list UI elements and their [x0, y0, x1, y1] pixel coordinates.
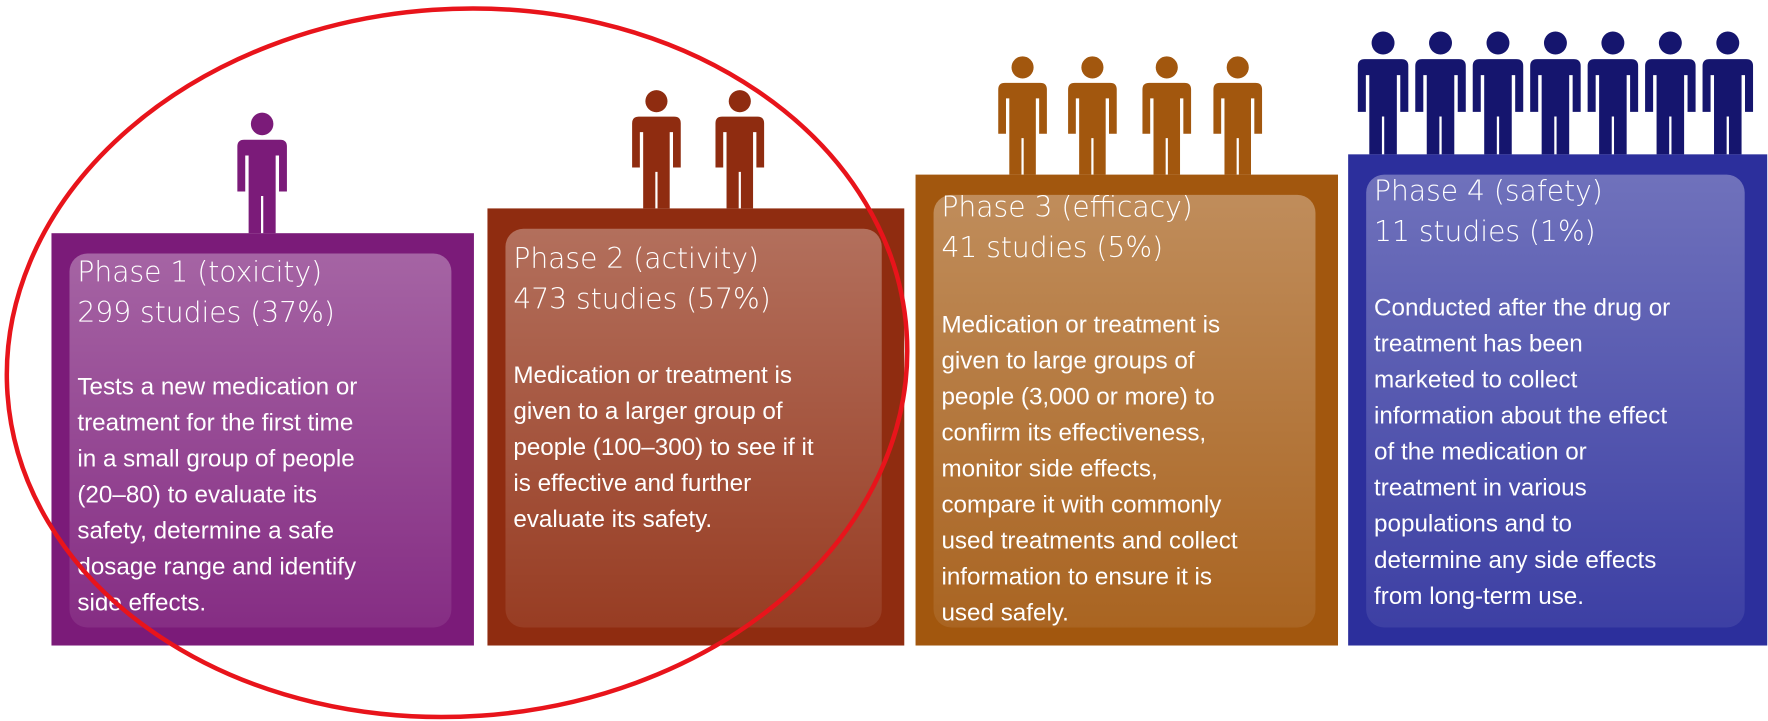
phase-description: of the medication or — [1374, 439, 1587, 466]
card-panel — [69, 253, 452, 628]
card-panel — [1366, 174, 1745, 628]
person-head — [1226, 56, 1249, 79]
phase-description: treatment for the first time — [77, 409, 353, 436]
phase-description: marketed to collect — [1374, 367, 1578, 394]
phase-title: Phase 2 (activity) — [513, 242, 759, 275]
person-head — [250, 112, 274, 136]
person-body — [1645, 59, 1696, 155]
person-body — [1702, 59, 1754, 155]
phase-description: in a small group of people — [77, 445, 354, 472]
phase-card: Phase 1 (toxicity) 299 studies (37%) Tests… — [51, 112, 474, 646]
phase-studies: 11 studies (1%) — [1374, 215, 1596, 248]
phase-description: treatment in various — [1374, 475, 1587, 502]
phase-description: evaluate its safety. — [513, 506, 712, 533]
phase-description: side effects. — [77, 590, 206, 617]
person-head — [728, 90, 751, 113]
phase-title: Phase 1 (toxicity) — [77, 256, 322, 289]
phase-description: populations and to — [1374, 511, 1572, 538]
person-body — [1142, 82, 1192, 175]
person-head — [645, 90, 668, 113]
phase-card: Phase 2 (activity) 473 studies (57%) Medic… — [487, 90, 905, 646]
phase-studies: 299 studies (37%) — [77, 296, 334, 329]
person-body — [1213, 82, 1263, 175]
person-body — [1415, 59, 1466, 155]
person-head — [1543, 31, 1567, 55]
phase-description: people (3,000 or more) to — [941, 383, 1214, 410]
person-head — [1658, 31, 1682, 55]
person-body — [1068, 82, 1117, 175]
phase-title: Phase 4 (safety) — [1374, 175, 1603, 208]
phase-description: Medication or treatment is — [941, 311, 1220, 338]
phase-description: Conducted after the drug or — [1374, 294, 1670, 321]
highlight-ellipse — [4, 6, 910, 720]
phase-description: given to large groups of — [941, 347, 1194, 374]
phase-description: confirm its effectiveness, — [941, 419, 1206, 446]
person-head — [1011, 56, 1034, 79]
person-body — [1472, 59, 1524, 155]
phase-description: from long-term use. — [1374, 583, 1584, 610]
phase-description: Medication or treatment is — [513, 362, 792, 389]
phase-description: safety, determine a safe — [77, 517, 334, 544]
phase-description: dosage range and identify — [77, 554, 357, 581]
phase-description: treatment has been — [1374, 330, 1583, 357]
person-body — [237, 139, 287, 234]
person-head — [1486, 31, 1510, 55]
phase-studies: 473 studies (57%) — [513, 283, 770, 316]
person-head — [1716, 31, 1740, 55]
phases: Phase 1 (toxicity) 299 studies (37%) Tests… — [51, 31, 1768, 646]
person-body — [1530, 59, 1581, 155]
phase-description: determine any side effects — [1374, 547, 1656, 574]
person-head — [1371, 31, 1395, 55]
phase-description: information about the effect — [1374, 403, 1667, 430]
phase-card: Phase 3 (efficacy) 41 studies (5%) Medicat… — [915, 56, 1339, 646]
phase-description: (20–80) to evaluate its — [77, 481, 317, 508]
phase-card: Phase 4 (safety) 11 studies (1%) Conducted… — [1348, 31, 1768, 646]
person-body — [1357, 59, 1409, 155]
phase-description: Tests a new medication or — [77, 373, 357, 400]
phase-description: information to ensure it is — [941, 564, 1212, 591]
phase-description: compare it with commonly — [941, 492, 1222, 519]
phase-description: monitor side effects, — [941, 456, 1157, 483]
card-panel — [505, 228, 882, 628]
person-head — [1081, 56, 1104, 79]
phase-studies: 41 studies (5%) — [941, 231, 1163, 264]
phase-description: used safely. — [941, 600, 1068, 627]
person-head — [1601, 31, 1625, 55]
phase-description: people (100–300) to see if it — [513, 434, 814, 461]
person-head — [1429, 31, 1452, 55]
phase-description: used treatments and collect — [941, 528, 1237, 555]
phase-description: given to a larger group of — [513, 398, 783, 425]
person-body — [1587, 59, 1639, 155]
card-panel — [933, 194, 1316, 628]
person-body — [632, 116, 681, 209]
phase-title: Phase 3 (efficacy) — [941, 190, 1192, 223]
person-head — [1155, 56, 1178, 79]
person-body — [998, 82, 1047, 175]
person-body — [715, 116, 765, 209]
phase-description: is effective and further — [513, 470, 751, 497]
